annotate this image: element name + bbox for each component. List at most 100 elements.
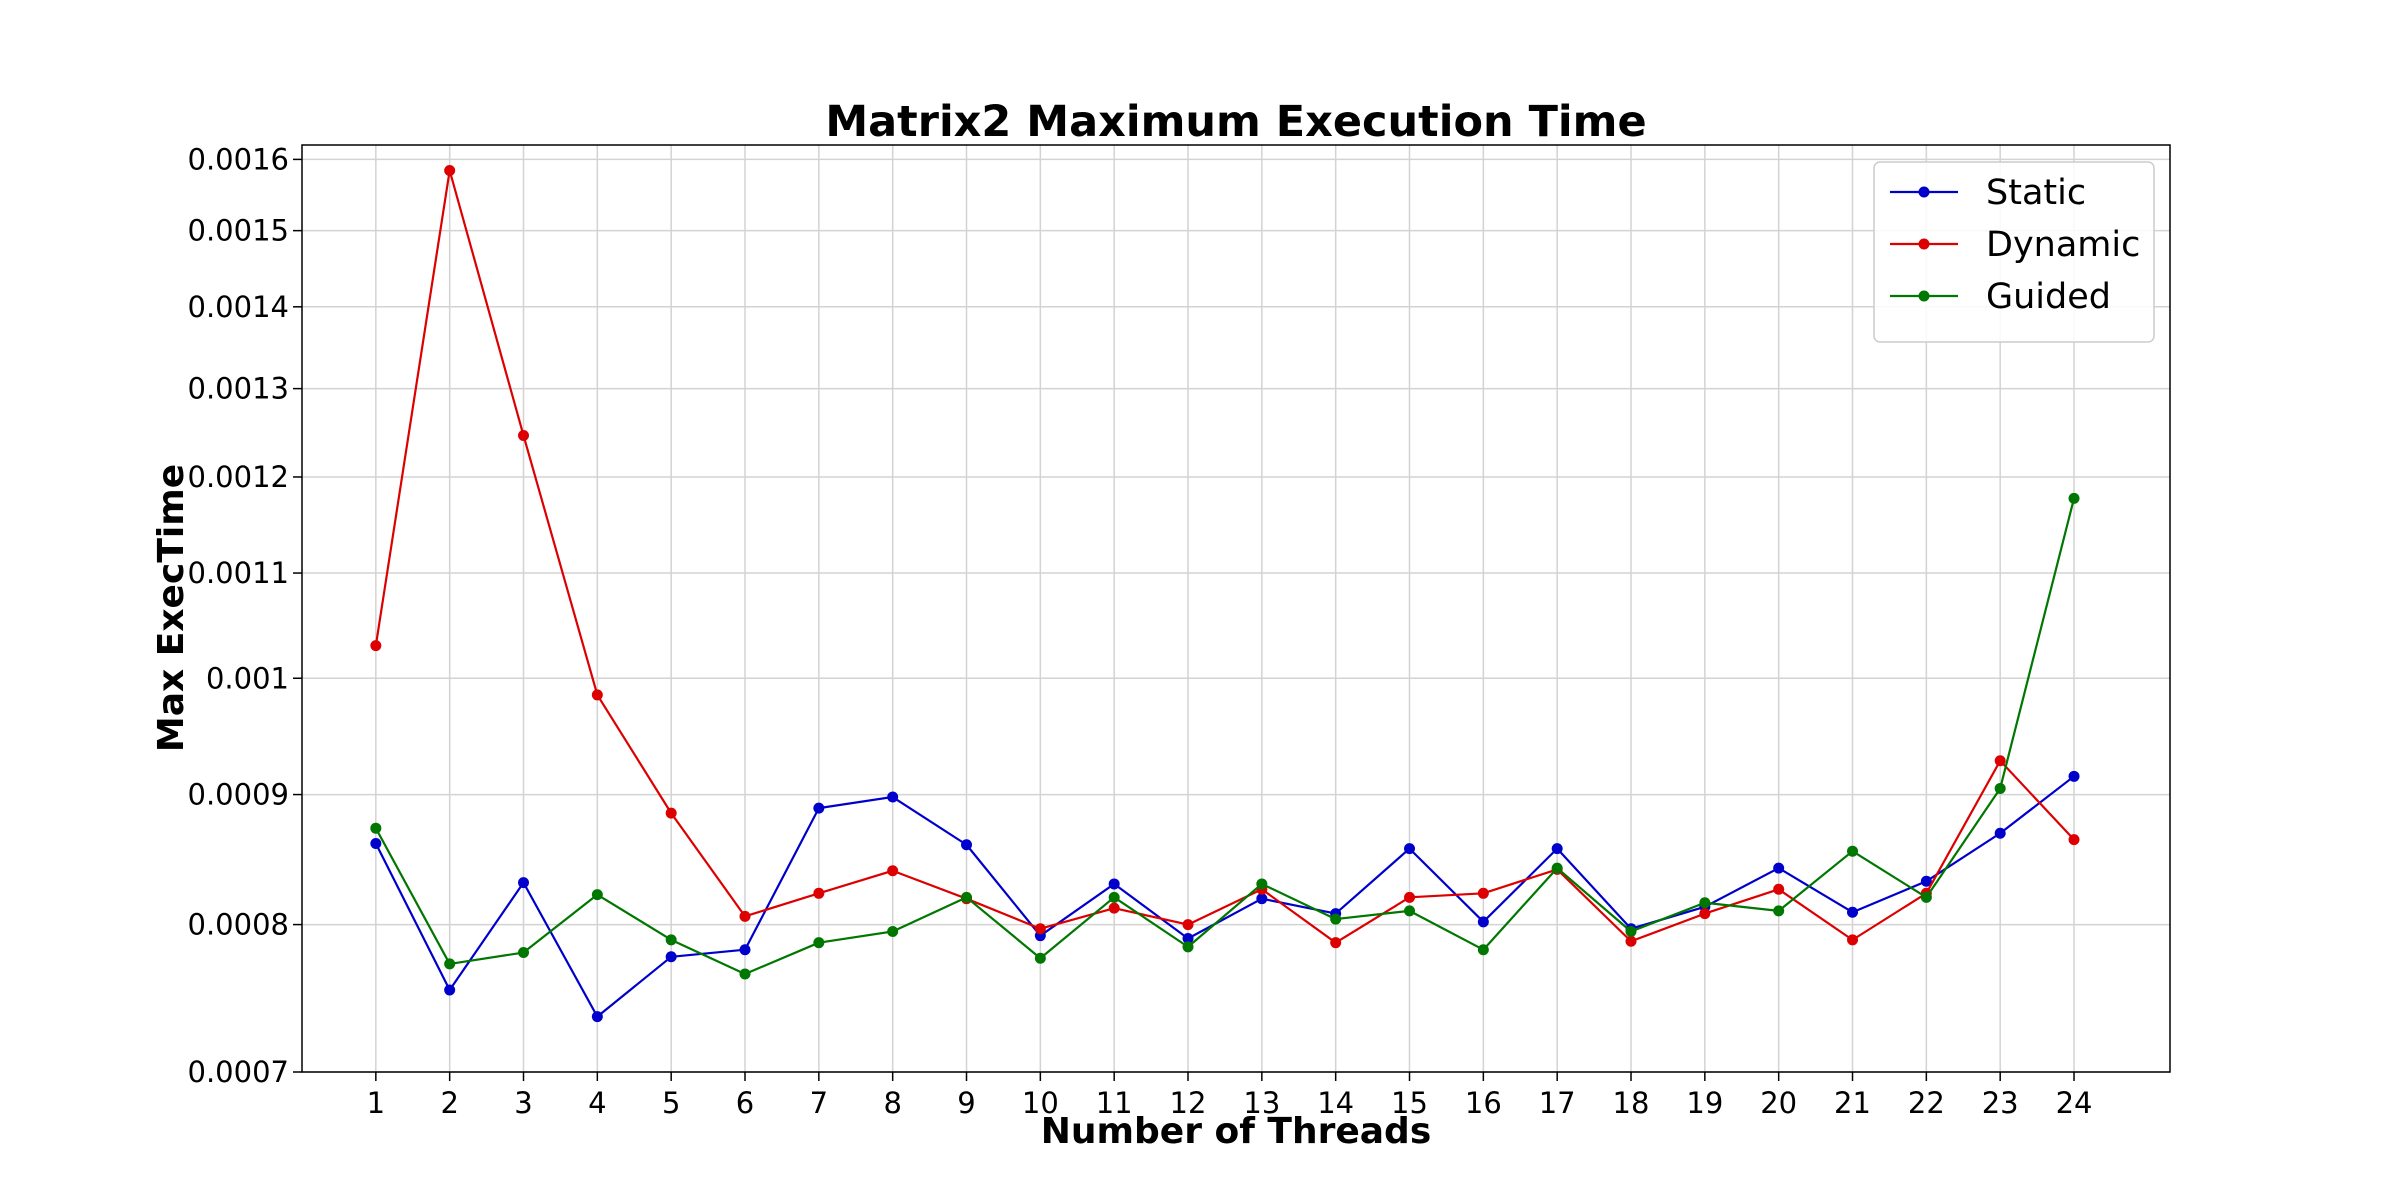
data-point-static	[1847, 906, 1859, 918]
data-point-dynamic	[1182, 919, 1194, 931]
chart-title: Matrix2 Maximum Execution Time	[825, 97, 1646, 147]
data-point-guided	[813, 937, 825, 949]
data-point-guided	[444, 958, 456, 970]
y-axis-label: Max ExecTime	[151, 464, 192, 752]
x-tick-label: 5	[662, 1086, 680, 1120]
x-tick-label: 10	[1022, 1086, 1059, 1120]
data-point-guided	[1773, 905, 1785, 917]
x-tick-label: 17	[1539, 1086, 1576, 1120]
legend: Static Dynamic Guided	[1873, 161, 2155, 343]
x-tick-label: 12	[1170, 1086, 1207, 1120]
data-point-guided	[2068, 492, 2080, 504]
data-point-guided	[370, 822, 382, 834]
data-point-static	[370, 837, 382, 849]
data-point-guided	[1330, 913, 1342, 925]
data-point-guided	[1551, 862, 1563, 874]
legend-label-guided: Guided	[1986, 277, 2111, 317]
plot-area	[301, 144, 2171, 1073]
data-point-dynamic	[2068, 834, 2080, 846]
data-point-guided	[887, 926, 899, 938]
data-point-guided	[1994, 782, 2006, 794]
series-guided	[370, 492, 2080, 980]
y-tick-label: 0.001	[206, 661, 289, 695]
x-tick-label: 19	[1686, 1086, 1723, 1120]
data-point-dynamic	[1108, 902, 1120, 914]
data-point-dynamic	[1330, 937, 1342, 949]
series-dynamic	[370, 164, 2080, 949]
series-static	[370, 770, 2080, 1023]
data-point-static	[665, 951, 677, 963]
data-point-dynamic	[1625, 935, 1637, 947]
data-point-static	[1994, 827, 2006, 839]
legend-marker-static	[1918, 186, 1930, 198]
data-point-static	[2068, 770, 2080, 782]
data-point-dynamic	[1847, 934, 1859, 946]
data-point-static	[887, 791, 899, 803]
data-point-static	[1477, 916, 1489, 928]
data-point-guided	[1108, 891, 1120, 903]
legend-label-dynamic: Dynamic	[1986, 225, 2140, 265]
data-point-static	[444, 984, 456, 996]
data-point-guided	[1920, 891, 1932, 903]
data-point-guided	[1404, 905, 1416, 917]
y-tick-label: 0.0016	[188, 142, 289, 176]
x-tick-label: 13	[1243, 1086, 1280, 1120]
data-point-guided	[1847, 845, 1859, 857]
data-point-dynamic	[1404, 891, 1416, 903]
x-axis-label: Number of Threads	[1041, 1111, 1432, 1152]
x-tick-label: 15	[1391, 1086, 1428, 1120]
data-point-dynamic	[444, 164, 456, 176]
data-point-guided	[739, 968, 751, 980]
y-tick-label: 0.0013	[188, 372, 289, 406]
data-point-dynamic	[739, 910, 751, 922]
data-point-static	[1404, 843, 1416, 855]
data-point-dynamic	[1699, 908, 1711, 920]
x-tick-label: 6	[736, 1086, 754, 1120]
data-point-guided	[518, 947, 530, 959]
data-point-static	[1551, 843, 1563, 855]
data-point-static	[1182, 932, 1194, 944]
y-tick-label: 0.0012	[188, 460, 289, 494]
x-tick-label: 9	[957, 1086, 975, 1120]
x-tick-label: 16	[1465, 1086, 1502, 1120]
y-tick-label: 0.0015	[188, 214, 289, 248]
x-tick-label: 2	[440, 1086, 458, 1120]
data-point-dynamic	[665, 807, 677, 819]
x-tick-label: 7	[810, 1086, 828, 1120]
data-point-dynamic	[1773, 883, 1785, 895]
x-tick-label: 8	[883, 1086, 901, 1120]
data-point-dynamic	[591, 689, 603, 701]
series-line-guided	[374, 498, 2076, 976]
data-point-static	[813, 802, 825, 814]
data-point-dynamic	[1994, 755, 2006, 767]
data-point-guided	[591, 889, 603, 901]
data-point-dynamic	[887, 865, 899, 877]
data-point-guided	[1256, 878, 1268, 890]
data-point-guided	[1034, 952, 1046, 964]
data-point-static	[739, 944, 751, 956]
legend-marker-dynamic	[1918, 238, 1930, 250]
data-point-guided	[961, 891, 973, 903]
y-tick-label: 0.0009	[188, 778, 289, 812]
data-point-static	[1773, 862, 1785, 874]
data-point-guided	[1625, 926, 1637, 938]
x-tick-label: 3	[514, 1086, 532, 1120]
series	[370, 164, 2080, 1023]
data-point-dynamic	[370, 640, 382, 652]
x-tick-label: 1	[367, 1086, 385, 1120]
data-point-guided	[1182, 941, 1194, 953]
data-point-static	[1920, 875, 1932, 887]
axis-ticks: 1 2 3 4 5 6 7 8 9 10 11 12 13 14 15 16 17 18 19 20 21 22 23 240…	[188, 142, 2093, 1120]
x-tick-label: 21	[1834, 1086, 1871, 1120]
data-point-dynamic	[518, 429, 530, 441]
data-point-dynamic	[1477, 887, 1489, 899]
y-tick-label: 0.0007	[188, 1055, 289, 1089]
series-line-static	[374, 775, 2075, 1018]
data-point-static	[591, 1011, 603, 1023]
data-point-guided	[1477, 944, 1489, 956]
x-tick-label: 23	[1982, 1086, 2019, 1120]
data-point-static	[1108, 878, 1120, 890]
x-tick-label: 18	[1613, 1086, 1650, 1120]
x-tick-label: 24	[2056, 1086, 2093, 1120]
